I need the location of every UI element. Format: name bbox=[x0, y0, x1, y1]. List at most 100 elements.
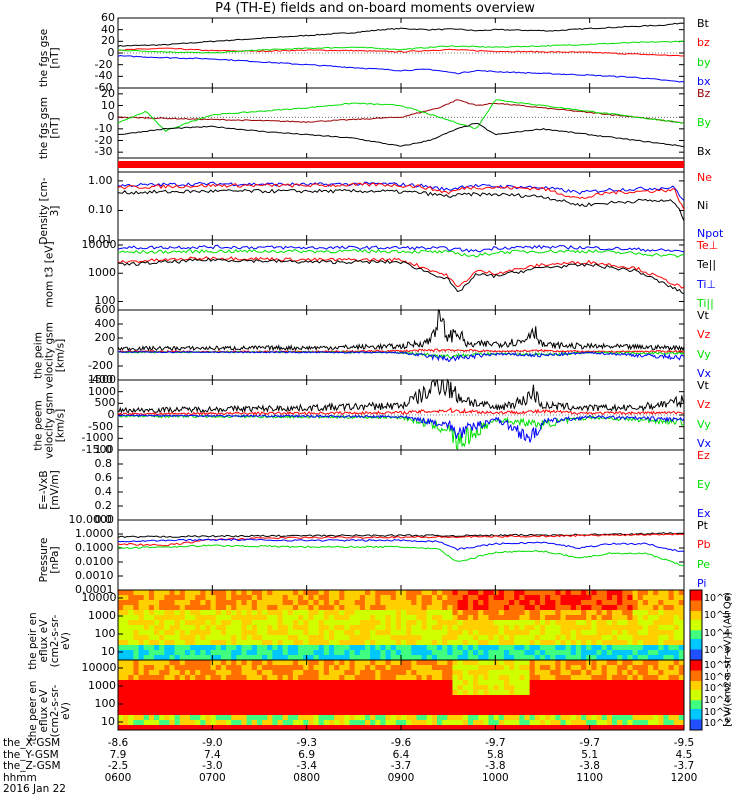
spectrogram-cell bbox=[555, 690, 562, 696]
spectrogram-cell bbox=[421, 720, 428, 726]
spectrogram-cell bbox=[380, 715, 387, 721]
spectrogram-cell bbox=[354, 590, 361, 596]
spectrogram-cell bbox=[514, 630, 520, 636]
spectrogram-cell bbox=[313, 595, 320, 601]
spectrogram-cell bbox=[241, 590, 248, 596]
spectrogram-cell bbox=[462, 670, 469, 676]
spectrogram-cell bbox=[601, 600, 608, 606]
spectrogram-cell bbox=[673, 710, 680, 716]
spectrogram-cell bbox=[262, 635, 268, 641]
spectrogram-cell bbox=[282, 695, 289, 701]
spectrogram-cell bbox=[467, 690, 474, 696]
spectrogram-cell bbox=[539, 605, 546, 611]
spectrogram-cell bbox=[287, 605, 294, 611]
spectrogram-cell bbox=[190, 685, 196, 691]
spectrogram-cell bbox=[539, 640, 546, 646]
spectrogram-cell bbox=[627, 650, 634, 656]
spectrogram-cell bbox=[426, 660, 433, 666]
spectrogram-cell bbox=[673, 675, 680, 681]
spectrogram-cell bbox=[524, 600, 531, 606]
spectrogram-cell bbox=[123, 695, 129, 701]
spectrogram-cell bbox=[184, 725, 191, 731]
spectrogram-cell bbox=[385, 655, 392, 661]
spectrogram-cell bbox=[313, 590, 320, 596]
spectrogram-cell bbox=[606, 645, 613, 651]
spectrogram-cell bbox=[282, 640, 289, 646]
spectrogram-cell bbox=[534, 695, 541, 701]
colorbar-label: [eV/(cm2-s-str-eV)] (All Qs) bbox=[722, 592, 734, 727]
spectrogram-cell bbox=[138, 715, 145, 721]
spectrogram-cell bbox=[570, 670, 577, 676]
spectrogram-cell bbox=[606, 680, 613, 686]
spectrogram-cell bbox=[457, 700, 464, 706]
spectrogram-cell bbox=[231, 670, 237, 676]
spectrogram-cell bbox=[627, 605, 634, 611]
spectrogram-cell bbox=[179, 600, 186, 606]
spectrogram-cell bbox=[514, 640, 520, 646]
spectrogram-cell bbox=[241, 700, 248, 706]
spectrogram-cell bbox=[509, 660, 515, 666]
spectrogram-cell bbox=[673, 615, 680, 621]
spectrogram-cell bbox=[231, 645, 237, 651]
spectrogram-cell bbox=[344, 640, 351, 646]
spectrogram-cell bbox=[622, 710, 628, 716]
spectrogram-cell bbox=[231, 625, 237, 631]
spectrogram-cell bbox=[277, 625, 284, 631]
spectrogram-cell bbox=[591, 660, 598, 666]
spectrogram-cell bbox=[658, 655, 664, 661]
spectrogram-cell bbox=[545, 625, 551, 631]
spectrogram-cell bbox=[231, 715, 237, 721]
colorbar-cell bbox=[690, 668, 702, 671]
spectrogram-cell bbox=[395, 680, 402, 686]
spectrogram-cell bbox=[663, 600, 670, 606]
spectrogram-cell bbox=[421, 615, 428, 621]
spectrogram-cell bbox=[359, 660, 366, 666]
spectrogram-cell bbox=[647, 615, 654, 621]
colorbar-frame bbox=[689, 659, 703, 731]
spectrogram-cell bbox=[339, 630, 345, 636]
spectrogram-cell bbox=[467, 635, 474, 641]
spectrogram-cell bbox=[411, 680, 417, 686]
spectrogram-cell bbox=[627, 595, 634, 601]
spectrogram-cell bbox=[159, 705, 165, 711]
spectrogram-cell bbox=[241, 710, 248, 716]
spectrogram-cell bbox=[591, 630, 598, 636]
spectrogram-cell bbox=[318, 630, 325, 636]
spectrogram-cell bbox=[133, 705, 140, 711]
spectrogram-cell bbox=[514, 635, 520, 641]
spectrogram-cell bbox=[210, 595, 217, 601]
spectrogram-cell bbox=[246, 720, 253, 726]
spectrogram-cell bbox=[560, 690, 567, 696]
spectrogram-cell bbox=[498, 645, 505, 651]
spectrogram-cell bbox=[184, 665, 191, 671]
spectrogram-cell bbox=[493, 720, 500, 726]
spectrogram-cell bbox=[529, 620, 536, 626]
spectrogram-cell bbox=[159, 715, 165, 721]
spectrogram-cell bbox=[241, 615, 248, 621]
spectrogram-cell bbox=[581, 620, 587, 626]
spectrogram-cell bbox=[565, 645, 572, 651]
spectrogram-cell bbox=[545, 610, 551, 616]
spectrogram-cell bbox=[668, 630, 675, 636]
spectrogram-cell bbox=[498, 635, 505, 641]
spectrogram-cell bbox=[478, 710, 484, 716]
spectrogram-cell bbox=[606, 610, 613, 616]
spectrogram-cell bbox=[128, 620, 134, 626]
spectrogram-cell bbox=[601, 665, 608, 671]
spectrogram-cell bbox=[344, 690, 351, 696]
spectrogram-cell bbox=[354, 640, 361, 646]
spectrogram-cell bbox=[200, 725, 206, 731]
spectrogram-cell bbox=[344, 630, 351, 636]
spectrogram-cell bbox=[138, 640, 145, 646]
spectrogram-cell bbox=[514, 715, 520, 721]
spectrogram-cell bbox=[611, 625, 618, 631]
spectrogram-cell bbox=[442, 620, 448, 626]
spectrogram-cell bbox=[550, 645, 556, 651]
spectrogram-cell bbox=[123, 720, 129, 726]
spectrogram-cell bbox=[509, 630, 515, 636]
spectrogram-cell bbox=[401, 625, 407, 631]
spectrogram-cell bbox=[431, 725, 438, 731]
spectrogram-cell bbox=[385, 600, 392, 606]
spectrogram-cell bbox=[148, 705, 155, 711]
spectrogram-cell bbox=[272, 720, 279, 726]
